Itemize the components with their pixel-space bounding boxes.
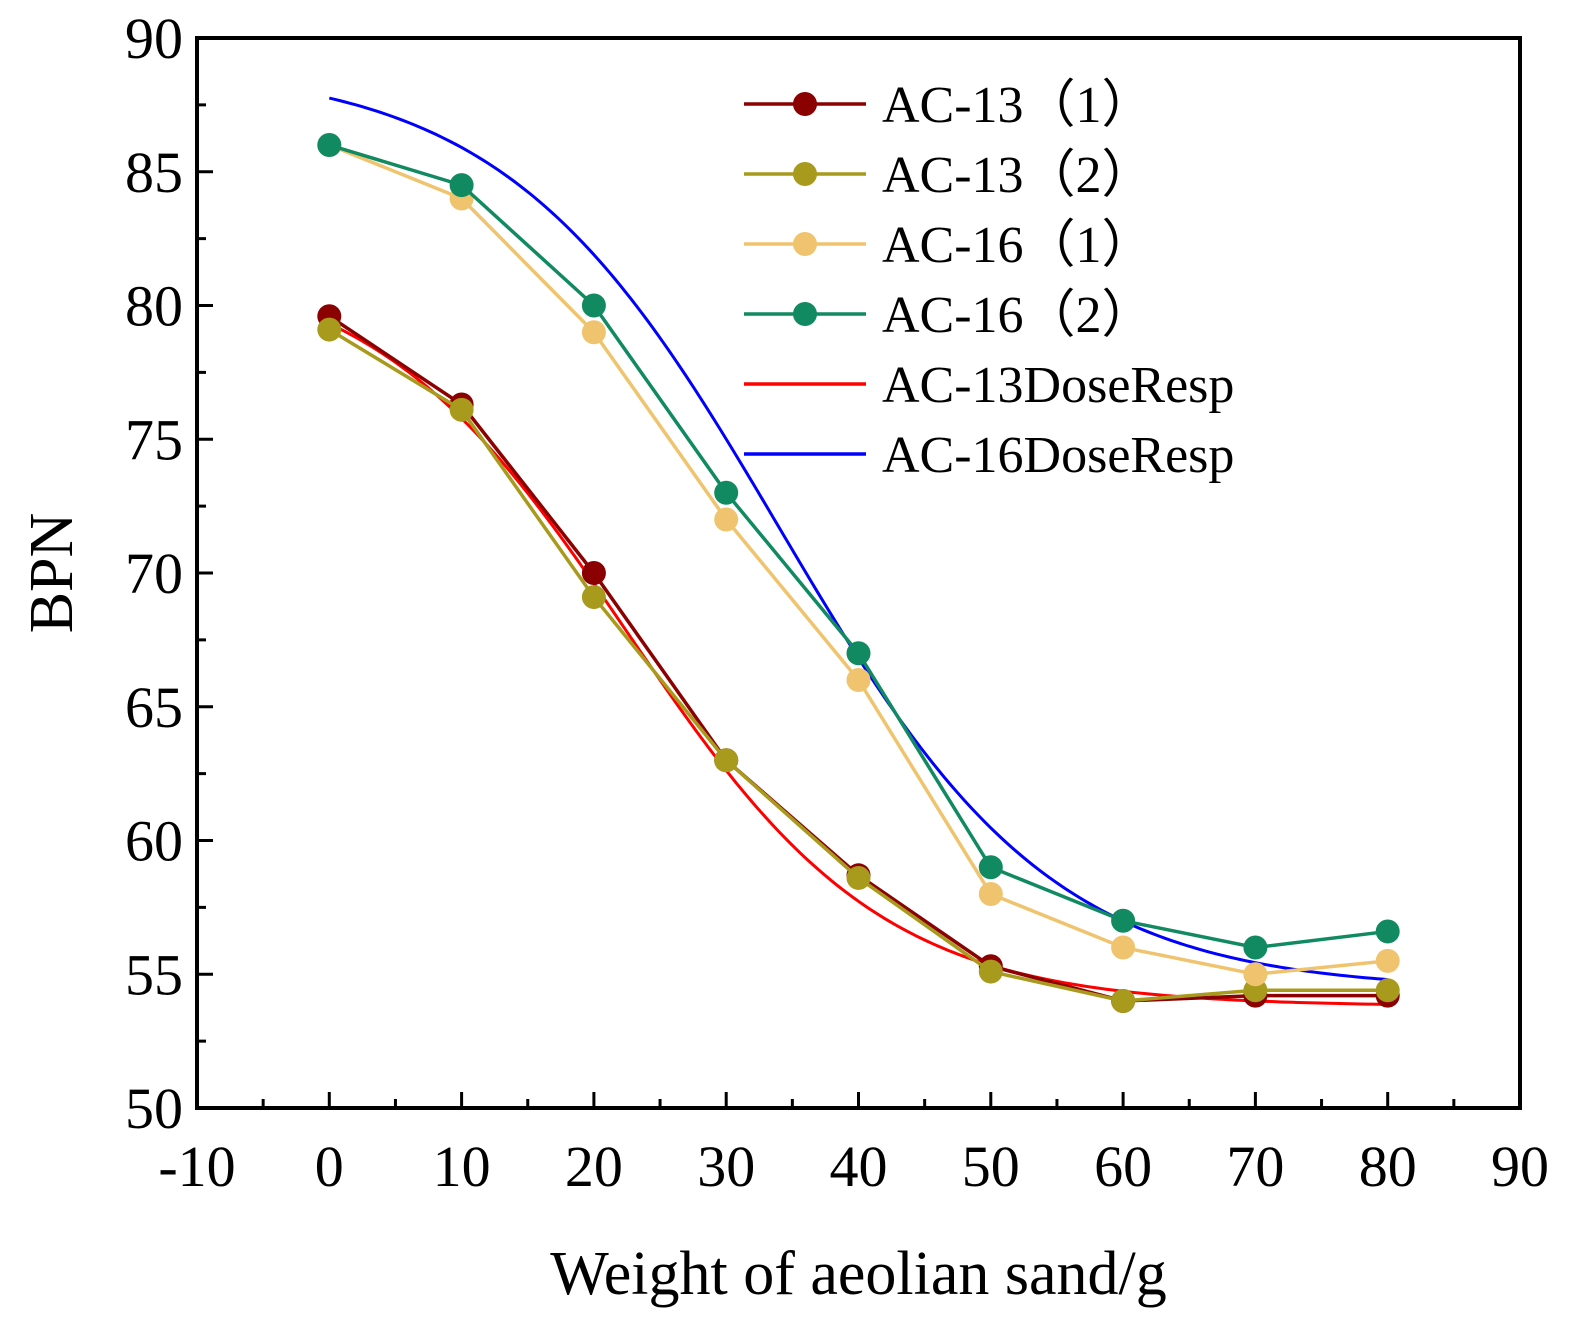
fit-curve [328, 96, 1388, 982]
data-point [449, 397, 474, 422]
data-point [846, 865, 871, 890]
legend-swatch-marker [793, 162, 817, 186]
data-point [714, 507, 739, 532]
data-point [1111, 989, 1136, 1013]
x-tick-label: 20 [565, 1134, 623, 1199]
y-tick-label: 60 [125, 809, 183, 874]
x-tick-label: 0 [315, 1134, 344, 1199]
data-point [846, 641, 871, 666]
data-point [1375, 948, 1400, 973]
x-tick-label: 10 [433, 1134, 491, 1199]
y-tick-label: 75 [125, 407, 183, 472]
y-tick-label: 85 [125, 140, 183, 205]
y-axis-label: BPN [18, 513, 86, 634]
x-tick-label: -10 [158, 1134, 235, 1199]
y-tick-label: 65 [125, 675, 183, 740]
data-point [581, 561, 606, 585]
legend-label: AC-13（1） [882, 77, 1154, 134]
data-point [317, 133, 342, 157]
data-point [978, 959, 1003, 984]
data-point [1243, 962, 1268, 987]
legend-swatch-marker [793, 92, 817, 116]
legend-label: AC-16（2） [882, 287, 1154, 344]
data-series [317, 133, 1400, 1013]
x-axis-ticks: -10 0 10 20 30 40 50 60 70 80 90 [158, 1092, 1549, 1199]
x-tick-label: 30 [697, 1134, 755, 1199]
y-tick-label: 50 [125, 1076, 183, 1141]
y-tick-label: 80 [125, 274, 183, 339]
x-tick-label: 50 [962, 1134, 1020, 1199]
data-point [714, 748, 739, 773]
x-tick-label: 40 [830, 1134, 888, 1199]
data-point [1111, 935, 1136, 960]
x-axis-label: Weight of aeolian sand/g [550, 1240, 1167, 1308]
data-point [581, 585, 606, 610]
legend-label: AC-13DoseResp [882, 357, 1234, 414]
data-point [317, 317, 342, 342]
legend-swatch-marker [793, 302, 817, 326]
y-tick-label: 90 [125, 6, 183, 71]
data-point [978, 855, 1003, 880]
data-point [1375, 978, 1400, 1003]
x-tick-label: 60 [1094, 1134, 1152, 1199]
data-point [581, 320, 606, 345]
data-point [1375, 919, 1400, 944]
series-line [328, 143, 1388, 950]
plot-area: -10 0 10 20 30 40 50 60 70 80 90 50 55 60 65 70 75 80 85 9… [125, 6, 1549, 1199]
y-tick-label: 70 [125, 541, 183, 606]
data-point [978, 882, 1003, 906]
x-tick-label: 70 [1226, 1134, 1284, 1199]
data-point [714, 480, 739, 505]
data-point [1243, 935, 1268, 960]
legend-swatch-marker [793, 232, 817, 256]
x-tick-label: 90 [1491, 1134, 1549, 1199]
data-point [846, 668, 871, 692]
y-axis-ticks: 50 55 60 65 70 75 80 85 90 [125, 6, 213, 1141]
legend: AC-13（1） AC-13（2） AC-16（1） AC-16（2） AC-13Dos… [744, 77, 1234, 484]
legend-label: AC-13（2） [882, 147, 1154, 204]
data-point [1111, 908, 1136, 933]
x-tick-label: 80 [1359, 1134, 1417, 1199]
data-point [581, 293, 606, 318]
y-tick-label: 55 [125, 942, 183, 1007]
legend-label: AC-16（1） [882, 217, 1154, 274]
plot-frame [195, 36, 1522, 1110]
series-line [328, 143, 1388, 977]
data-point [449, 173, 474, 198]
legend-label: AC-16DoseResp [882, 427, 1234, 484]
